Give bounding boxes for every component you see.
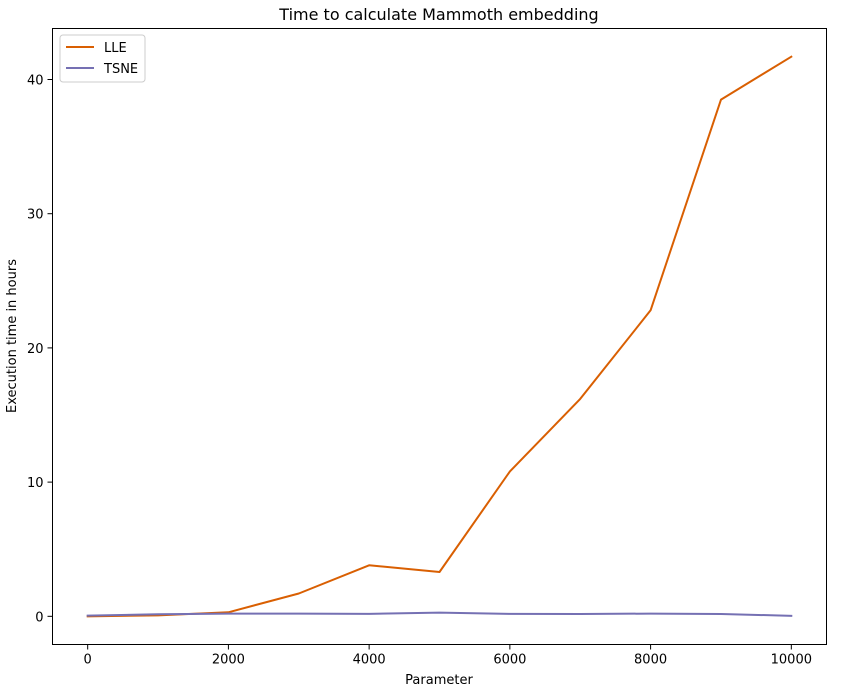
x-tick-label: 10000 [771, 653, 812, 668]
y-axis-title: Execution time in hours [5, 259, 20, 413]
plot-area [52, 28, 827, 645]
x-axis-title: Parameter [405, 673, 473, 688]
y-tick-label: 20 [27, 342, 44, 357]
plot-frame [52, 28, 827, 645]
chart-title: Time to calculate Mammoth embedding [278, 5, 598, 24]
x-tick-label: 2000 [212, 653, 245, 668]
series-line-tsne [86, 611, 793, 617]
y-tick-label: 30 [27, 208, 44, 223]
y-tick-label: 10 [27, 476, 44, 491]
y-tick-label: 0 [35, 610, 43, 625]
x-tick-label: 6000 [493, 653, 526, 668]
y-tick-label: 40 [27, 73, 44, 88]
x-axis: 0 2000 4000 6000 8000 10000 [84, 644, 812, 668]
x-tick-label: 8000 [634, 653, 667, 668]
legend-label-tsne: TSNE [103, 62, 138, 77]
x-tick-label: 4000 [353, 653, 386, 668]
legend: LLE TSNE [59, 34, 146, 83]
x-tick-label: 0 [84, 653, 92, 668]
y-axis: 0 10 20 30 40 [27, 73, 53, 625]
series-layer [86, 55, 793, 618]
legend-label-lle: LLE [104, 41, 127, 56]
